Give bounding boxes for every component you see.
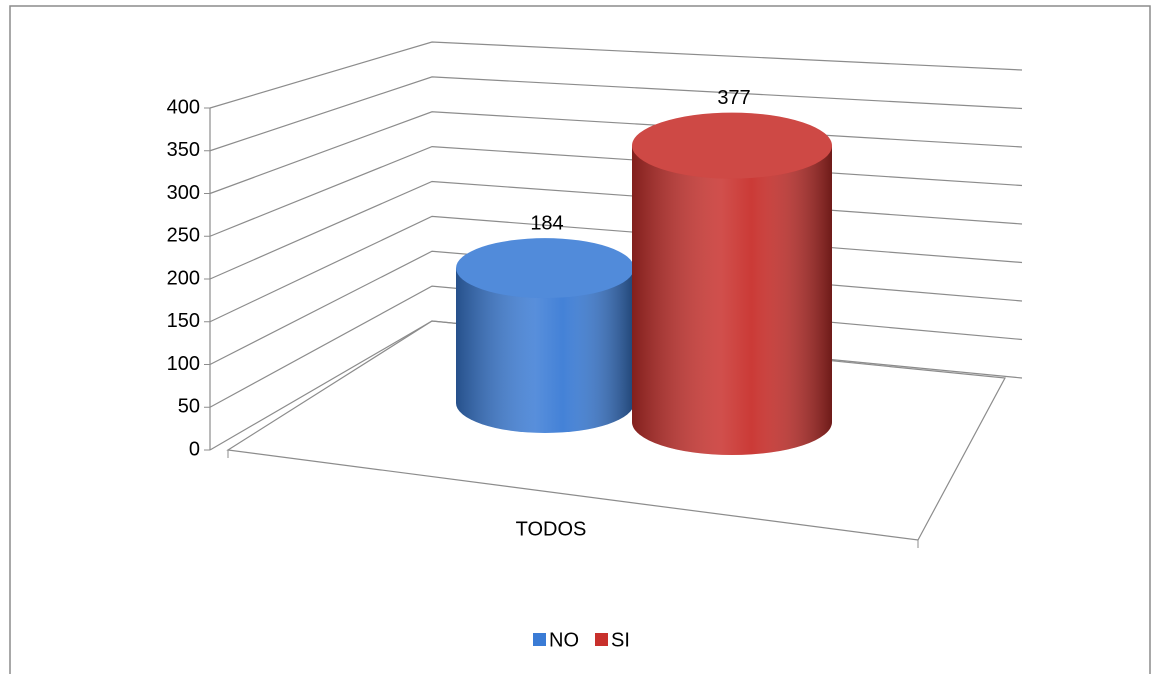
cylinder-top [456, 238, 634, 299]
value-label: 184 [530, 212, 563, 234]
value-label: 377 [717, 87, 750, 109]
y-tick-label: 0 [189, 438, 200, 460]
y-tick-label: 300 [167, 182, 200, 204]
cylinder-top [632, 112, 832, 179]
legend-swatch [533, 633, 546, 646]
y-tick-label: 100 [167, 353, 200, 375]
cylinder-shade [456, 268, 634, 433]
floor [226, 320, 1006, 541]
cylinder-top-shade [456, 238, 634, 299]
grid-line [209, 111, 1023, 195]
x-tick-label: TODOS [516, 518, 587, 540]
legend-label: SI [611, 629, 630, 651]
grid-line [209, 146, 1023, 237]
y-tick-label: 50 [178, 396, 200, 418]
cylinder-shade [632, 145, 832, 455]
y-tick-label: 150 [167, 310, 200, 332]
legend-label: NO [549, 629, 579, 651]
grid-line [209, 41, 1023, 109]
y-tick-label: 400 [167, 96, 200, 118]
chart-frame [9, 5, 1151, 674]
y-tick-label: 250 [167, 225, 200, 247]
legend-swatch [595, 633, 608, 646]
y-tick-label: 350 [167, 139, 200, 161]
grid-line [209, 76, 1023, 152]
cylinder-top-shade [632, 112, 832, 179]
y-tick-label: 200 [167, 267, 200, 289]
